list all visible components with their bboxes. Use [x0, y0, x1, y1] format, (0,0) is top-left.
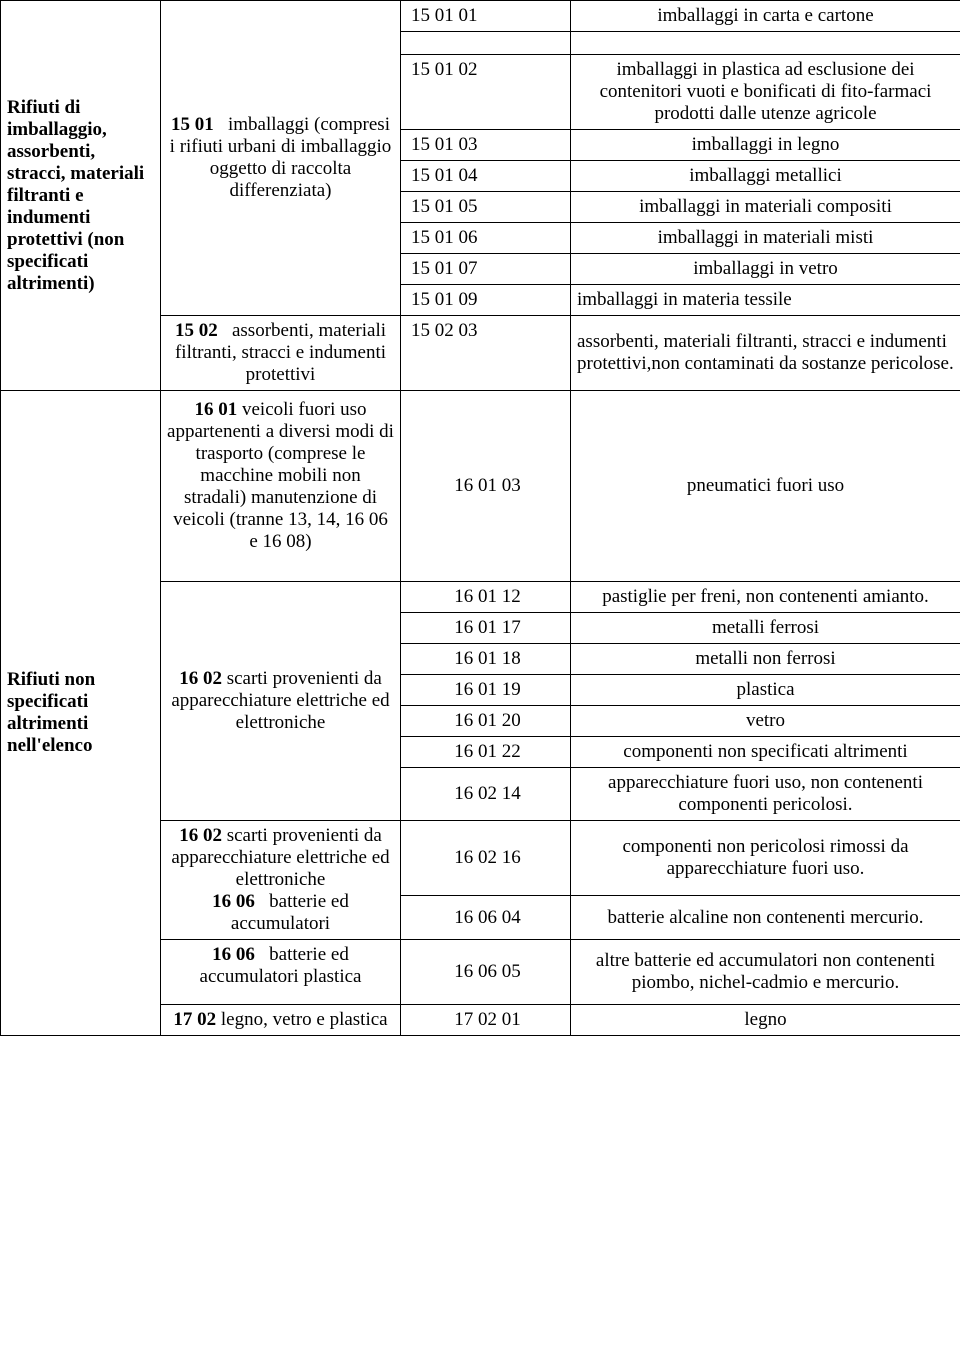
desc-150102: imballaggi in plastica ad esclusione dei… [571, 55, 960, 130]
desc-150109: imballaggi in materia tessile [571, 285, 960, 316]
group-16-06: 16 06 batterie ed accumulatori plastica [161, 940, 401, 1005]
desc-160118: metalli non ferrosi [571, 644, 960, 675]
desc-150107: imballaggi in vetro [571, 254, 960, 285]
code-160118: 16 01 18 [401, 644, 571, 675]
code-150102: 15 01 02 [401, 55, 571, 130]
desc-160119: plastica [571, 675, 960, 706]
code-160605: 16 06 05 [401, 940, 571, 1005]
code-160119: 16 01 19 [401, 675, 571, 706]
desc-160103: pneumatici fuori uso [571, 391, 960, 582]
desc-150103: imballaggi in legno [571, 130, 960, 161]
empty-desc [571, 32, 960, 55]
empty-code [401, 32, 571, 55]
desc-160120: vetro [571, 706, 960, 737]
desc-160605: altre batterie ed accumulatori non conte… [571, 940, 960, 1005]
code-150107: 15 01 07 [401, 254, 571, 285]
code-160120: 16 01 20 [401, 706, 571, 737]
code-170201: 17 02 01 [401, 1005, 571, 1036]
code-150203: 15 02 03 [401, 316, 571, 391]
waste-table: Rifiuti di imballaggio, assorbenti, stra… [0, 0, 960, 1036]
desc-170201: legno [571, 1005, 960, 1036]
code-160604: 16 06 04 [401, 896, 571, 940]
desc-150101: imballaggi in carta e cartone [571, 1, 960, 32]
group-16-01: 16 01 veicoli fuori uso appartenenti a d… [161, 391, 401, 582]
desc-150105: imballaggi in materiali compositi [571, 192, 960, 223]
group-15-01: 15 01 imballaggi (compresi i rifiuti urb… [161, 1, 401, 316]
desc-160214: apparecchiature fuori uso, non contenent… [571, 768, 960, 821]
desc-160604: batterie alcaline non contenenti mercuri… [571, 896, 960, 940]
code-150101: 15 01 01 [401, 1, 571, 32]
code-160103: 16 01 03 [401, 391, 571, 582]
code-150104: 15 01 04 [401, 161, 571, 192]
desc-160117: metalli ferrosi [571, 613, 960, 644]
desc-150104: imballaggi metallici [571, 161, 960, 192]
code-150105: 15 01 05 [401, 192, 571, 223]
desc-160216: componenti non pericolosi rimossi da app… [571, 821, 960, 896]
code-160117: 16 01 17 [401, 613, 571, 644]
code-150109: 15 01 09 [401, 285, 571, 316]
desc-160112: pastiglie per freni, non contenenti amia… [571, 582, 960, 613]
group-15-02: 15 02 assorbenti, materiali filtranti, s… [161, 316, 401, 391]
desc-160122: componenti non specificati altrimenti [571, 737, 960, 768]
group-17-02: 17 02 legno, vetro e plastica [161, 1005, 401, 1036]
desc-150203: assorbenti, materiali filtranti, stracci… [571, 316, 960, 391]
group-16-02a: 16 02 scarti provenienti da apparecchiat… [161, 582, 401, 821]
code-160122: 16 01 22 [401, 737, 571, 768]
section1-title: Rifiuti di imballaggio, assorbenti, stra… [1, 1, 161, 391]
code-160112: 16 01 12 [401, 582, 571, 613]
section2-title: Rifiuti non specificati altrimenti nell'… [1, 391, 161, 1036]
group-16-02b: 16 02 scarti provenienti da apparecchiat… [161, 821, 401, 940]
desc-150106: imballaggi in materiali misti [571, 223, 960, 254]
code-150106: 15 01 06 [401, 223, 571, 254]
code-160214: 16 02 14 [401, 768, 571, 821]
code-160216: 16 02 16 [401, 821, 571, 896]
code-150103: 15 01 03 [401, 130, 571, 161]
